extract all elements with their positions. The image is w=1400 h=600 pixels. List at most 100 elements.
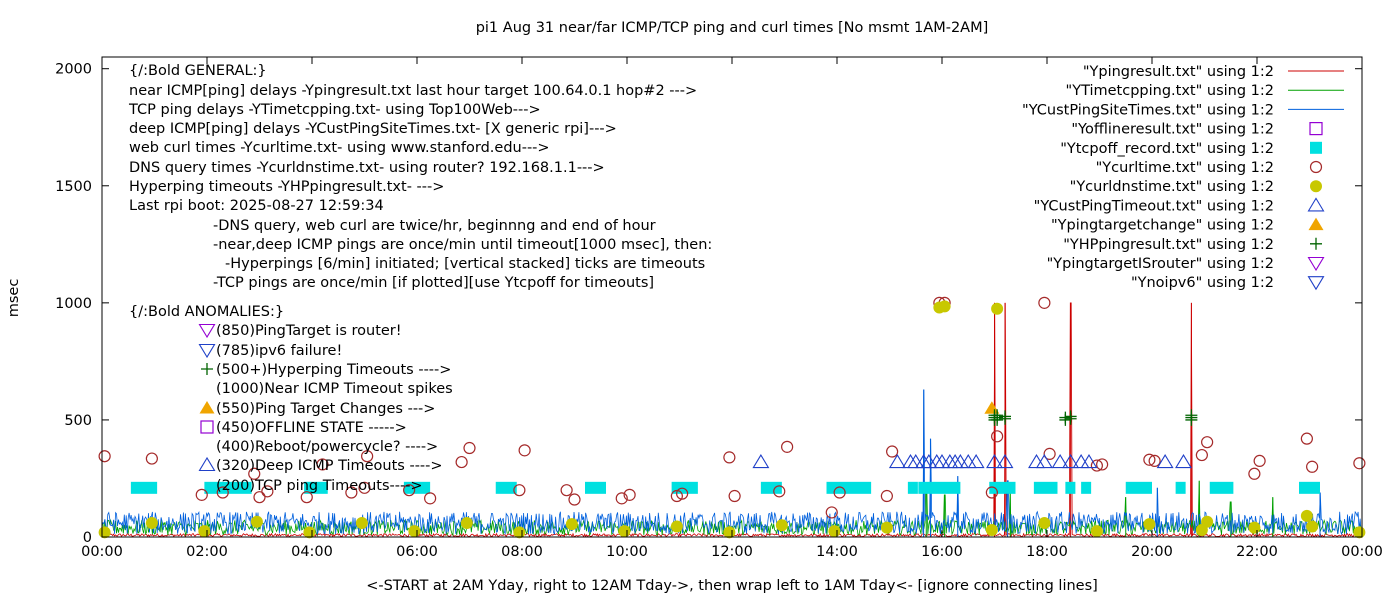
legend-label: "YCustPingSiteTimes.txt" using 1:2: [1022, 102, 1274, 118]
legend-swatch: [1309, 160, 1323, 174]
data-point: [833, 486, 846, 499]
annotation-marker: [200, 420, 214, 434]
annotation-text: DNS query times -Ycurldnstime.txt- using…: [129, 160, 605, 176]
annotation-text: TCP ping delays -YTimetcpping.txt- using…: [128, 102, 541, 118]
annotation-marker: [201, 363, 213, 375]
x-tick-label: 04:00: [291, 544, 333, 560]
data-point: [1143, 453, 1156, 466]
annotation-text: (500+)Hyperping Timeouts ---->: [216, 362, 451, 378]
annotation-text: web curl times -Ycurltime.txt- using www…: [129, 140, 550, 156]
legend-swatch: [1310, 141, 1322, 154]
data-point: [959, 454, 977, 469]
data-point: [984, 401, 1000, 414]
annotation-text: (1000)Near ICMP Timeout spikes: [216, 381, 453, 397]
data-point: [888, 454, 906, 469]
series-7: [752, 454, 1192, 469]
data-point: [946, 454, 964, 469]
legend-label: "YCustPingTimeout.txt" using 1:2: [1034, 198, 1274, 214]
tcp-timeout-mark: [204, 481, 252, 494]
series-5: [98, 296, 1366, 519]
legend-swatch: [1310, 180, 1322, 193]
data-point: [145, 452, 158, 465]
data-point: [1156, 454, 1174, 469]
tcp-timeout-mark: [907, 481, 918, 494]
data-point: [1201, 436, 1214, 449]
legend-label: "Ypingtargetchange" using 1:2: [1051, 218, 1274, 234]
data-point: [996, 454, 1014, 469]
data-point: [300, 491, 313, 504]
data-point: [250, 515, 263, 528]
x-axis-label: <-START at 2AM Yday, right to 12AM Tday-…: [366, 578, 1098, 594]
annotation-marker: [198, 456, 216, 472]
tcp-timeout-mark: [1175, 481, 1186, 494]
data-point: [880, 521, 893, 534]
legend-swatch: [1310, 237, 1322, 250]
data-point: [967, 454, 985, 469]
data-point: [615, 492, 628, 505]
data-point: [775, 519, 788, 532]
y-tick-label: 2000: [55, 62, 92, 78]
data-point: [999, 410, 1011, 423]
data-point: [941, 454, 959, 469]
annotation-text: (450)OFFLINE STATE ----->: [216, 420, 407, 436]
data-point: [358, 481, 371, 494]
annotation-text: Hyperping timeouts -YHPpingresult.txt- -…: [129, 179, 444, 195]
data-point: [568, 493, 581, 506]
data-point: [513, 484, 526, 497]
data-point: [408, 525, 421, 538]
x-tick-label: 18:00: [1026, 544, 1068, 560]
x-tick-label: 00:00: [81, 544, 123, 560]
data-point: [1062, 454, 1080, 469]
tcp-timeout-mark: [130, 481, 158, 494]
x-tick-label: 12:00: [711, 544, 753, 560]
data-point: [773, 485, 786, 498]
annotation-marker: [198, 343, 216, 359]
y-axis-label: msec: [6, 279, 22, 318]
data-point: [195, 488, 208, 501]
data-point: [1353, 457, 1366, 470]
legend-swatch: [1308, 217, 1324, 231]
data-point: [560, 484, 573, 497]
tcp-timeout-mark: [1033, 481, 1058, 494]
data-point: [1248, 521, 1261, 534]
data-point: [1080, 454, 1098, 469]
data-point: [98, 450, 111, 463]
data-point: [1248, 467, 1261, 480]
legend-label: "Ypingresult.txt" using 1:2: [1083, 64, 1274, 80]
legend-label: "Ynoipv6" using 1:2: [1131, 275, 1274, 291]
annotation-text: {/:Bold GENERAL:}: [129, 63, 267, 79]
data-point: [216, 486, 229, 499]
annotation-marker: [199, 401, 215, 414]
y-tick-label: 1000: [55, 296, 92, 312]
data-point: [928, 454, 946, 469]
data-point: [1306, 520, 1319, 533]
data-point: [455, 455, 468, 469]
annotation-text: near ICMP[ping] delays -Ypingresult.txt …: [129, 83, 697, 99]
tcp-timeout-mark: [585, 481, 606, 494]
data-point: [424, 492, 437, 505]
data-point: [880, 489, 893, 503]
data-point: [670, 489, 683, 503]
legend-label: "Ytcpoff_record.txt" using 1:2: [1060, 141, 1274, 157]
x-tick-label: 16:00: [921, 544, 963, 560]
annotation-text: (850)PingTarget is router!: [216, 323, 402, 339]
annotations: {/:Bold GENERAL:} near ICMP[ping] delays …: [128, 63, 712, 494]
annotation-text: {/:Bold ANOMALIES:}: [129, 304, 284, 320]
data-point: [198, 525, 211, 538]
legend-label: "YTimetcpping.txt" using 1:2: [1066, 83, 1274, 99]
data-point: [907, 454, 925, 469]
y-tick-label: 500: [64, 413, 92, 429]
data-point: [1043, 447, 1056, 460]
tcp-timeout-mark: [918, 481, 961, 494]
legend-label: "Ycurltime.txt" using 1:2: [1096, 160, 1274, 176]
data-point: [623, 488, 636, 501]
annotation-text: (785)ipv6 failure!: [216, 343, 342, 359]
legend-swatch: [1307, 197, 1325, 212]
data-point: [951, 454, 969, 469]
data-point: [1096, 458, 1109, 471]
annotation-text: deep ICMP[ping] delays -YCustPingSiteTim…: [129, 121, 617, 137]
data-point: [985, 523, 998, 536]
y-tick-label: 0: [83, 530, 92, 546]
tcp-timeout-mark: [826, 481, 872, 494]
data-point: [463, 441, 476, 455]
